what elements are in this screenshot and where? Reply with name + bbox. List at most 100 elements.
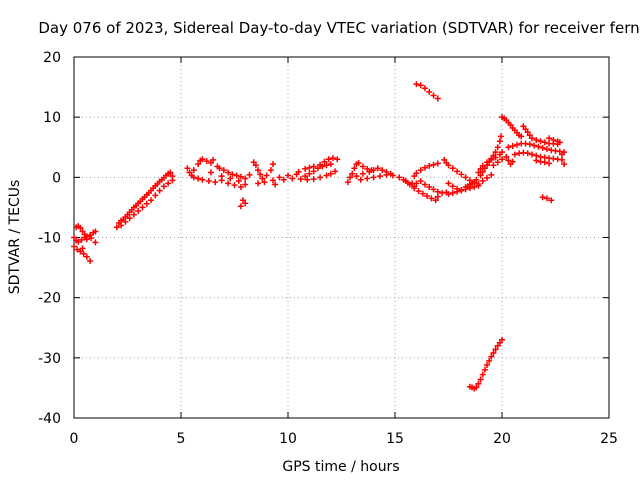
data-point xyxy=(496,339,503,346)
data-point xyxy=(242,200,249,207)
data-point xyxy=(531,142,538,149)
data-point xyxy=(327,161,334,168)
data-point xyxy=(359,163,366,170)
data-point xyxy=(430,92,437,99)
data-point xyxy=(220,167,227,174)
data-point xyxy=(430,186,437,193)
data-point xyxy=(389,172,396,179)
data-point xyxy=(289,175,296,182)
data-point xyxy=(148,197,155,204)
data-point xyxy=(528,135,535,142)
x-axis-label: GPS time / hours xyxy=(282,459,399,475)
data-point xyxy=(250,159,257,166)
data-point xyxy=(237,183,244,190)
data-point xyxy=(421,164,428,171)
data-point xyxy=(297,176,304,183)
data-point xyxy=(349,170,356,177)
data-point xyxy=(426,88,433,95)
y-tick-label: 20 xyxy=(43,50,61,66)
data-point xyxy=(216,165,223,172)
data-point xyxy=(449,165,456,172)
data-point xyxy=(252,162,259,169)
data-point xyxy=(212,179,219,186)
data-point xyxy=(550,137,557,144)
data-point xyxy=(276,174,283,181)
data-point xyxy=(434,160,441,167)
data-point xyxy=(524,150,531,157)
data-point xyxy=(524,129,531,136)
data-point xyxy=(71,243,77,250)
data-point xyxy=(522,126,529,133)
data-point xyxy=(218,173,225,180)
data-point xyxy=(558,151,565,158)
data-point xyxy=(190,174,197,181)
data-point xyxy=(546,135,553,142)
data-point xyxy=(481,366,488,373)
data-point xyxy=(302,173,309,180)
data-point xyxy=(417,167,424,174)
data-point xyxy=(347,174,354,181)
data-point xyxy=(261,179,268,186)
data-point xyxy=(383,171,390,178)
data-point xyxy=(421,181,428,188)
data-point xyxy=(242,175,249,182)
data-point xyxy=(310,163,317,170)
data-point xyxy=(374,165,381,172)
data-point xyxy=(464,183,471,190)
data-point xyxy=(475,169,482,176)
data-point xyxy=(496,138,503,145)
data-point xyxy=(270,161,277,168)
data-point xyxy=(466,177,473,184)
data-point xyxy=(329,155,336,162)
data-point xyxy=(518,133,525,140)
data-point xyxy=(259,175,266,182)
data-point xyxy=(195,161,202,168)
data-point xyxy=(306,164,313,171)
data-point xyxy=(199,156,206,163)
data-point xyxy=(492,149,499,156)
data-point xyxy=(413,180,420,187)
data-point xyxy=(473,176,480,183)
data-point xyxy=(426,183,433,190)
x-tick-label: 0 xyxy=(70,431,79,447)
data-point xyxy=(494,159,501,166)
data-point xyxy=(74,246,81,253)
data-point xyxy=(233,172,240,179)
data-point xyxy=(310,176,317,183)
data-point xyxy=(139,204,146,211)
data-point xyxy=(225,169,232,176)
data-point xyxy=(488,156,495,163)
data-point xyxy=(156,187,163,194)
data-point xyxy=(415,188,422,195)
data-point xyxy=(169,177,176,184)
data-point xyxy=(160,183,167,190)
data-point xyxy=(323,162,330,169)
data-point xyxy=(246,171,253,178)
data-point xyxy=(152,192,159,199)
data-point xyxy=(499,156,505,163)
data-point xyxy=(377,173,384,180)
data-point xyxy=(413,81,420,88)
data-point xyxy=(83,253,90,260)
x-tick-label: 5 xyxy=(177,431,186,447)
data-point xyxy=(546,160,553,167)
data-point xyxy=(539,194,546,201)
data-point xyxy=(332,168,339,175)
data-point xyxy=(88,235,95,242)
data-point xyxy=(561,161,568,168)
data-point xyxy=(263,172,270,179)
data-point xyxy=(257,171,264,178)
data-point xyxy=(430,161,437,168)
data-point xyxy=(295,168,302,175)
data-point xyxy=(475,380,482,387)
data-point xyxy=(255,180,262,187)
data-point xyxy=(445,180,452,187)
data-point xyxy=(195,175,202,182)
data-point xyxy=(458,171,465,178)
y-axis-label: SDTVAR / TECUs xyxy=(7,180,23,295)
data-point xyxy=(240,197,247,204)
data-point xyxy=(351,165,358,172)
data-series xyxy=(71,81,568,392)
